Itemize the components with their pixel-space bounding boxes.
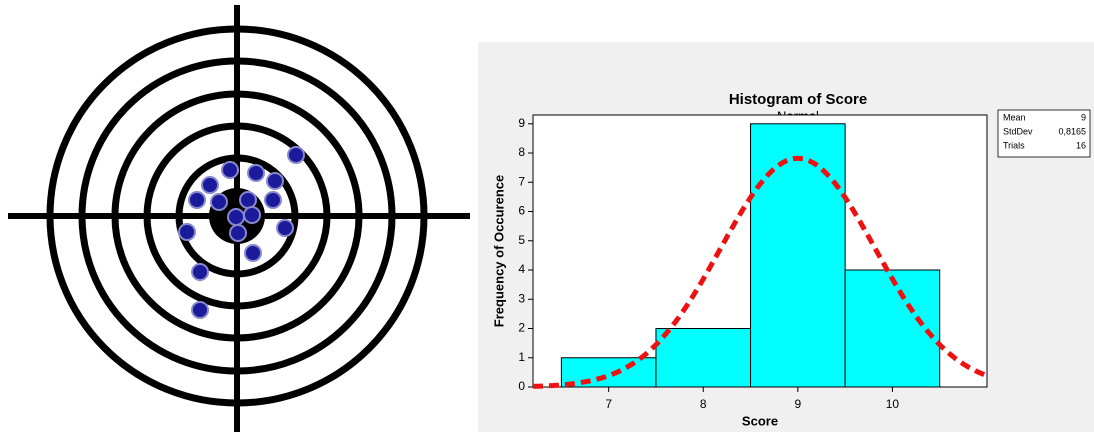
- stats-value: 16: [1076, 140, 1086, 150]
- x-tick-label: 7: [605, 397, 612, 411]
- stats-value: 0,8165: [1058, 126, 1086, 136]
- y-tick-label: 1: [518, 350, 525, 364]
- x-tick-label: 10: [886, 397, 900, 411]
- chart-title: Histogram of Score: [729, 91, 867, 108]
- y-tick-label: 3: [518, 291, 525, 305]
- x-axis-label: Score: [742, 413, 778, 428]
- bar: [845, 270, 940, 387]
- x-tick-label: 9: [794, 397, 801, 411]
- bar: [656, 329, 751, 387]
- stats-value: 9: [1081, 112, 1086, 122]
- y-tick-label: 2: [518, 321, 525, 335]
- y-tick-label: 0: [518, 379, 525, 393]
- target: [8, 5, 470, 432]
- figure: Histogram of Score Normal Score Frequenc…: [0, 0, 1094, 432]
- y-tick-label: 9: [518, 116, 525, 130]
- stats-name: Mean: [1003, 112, 1026, 122]
- x-tick-label: 8: [700, 397, 707, 411]
- y-tick-label: 4: [518, 262, 525, 276]
- y-tick-label: 8: [518, 145, 525, 159]
- stats-name: Trials: [1003, 140, 1025, 150]
- bar: [751, 124, 846, 387]
- y-tick-label: 6: [518, 204, 525, 218]
- y-axis-label: Frequency of Occurence: [491, 175, 506, 327]
- y-tick-label: 7: [518, 174, 525, 188]
- y-tick-label: 5: [518, 233, 525, 247]
- bar: [561, 358, 656, 387]
- page: {"chart_data": {"type": "histogram", "ti…: [0, 0, 1094, 432]
- stats-name: StdDev: [1003, 126, 1033, 136]
